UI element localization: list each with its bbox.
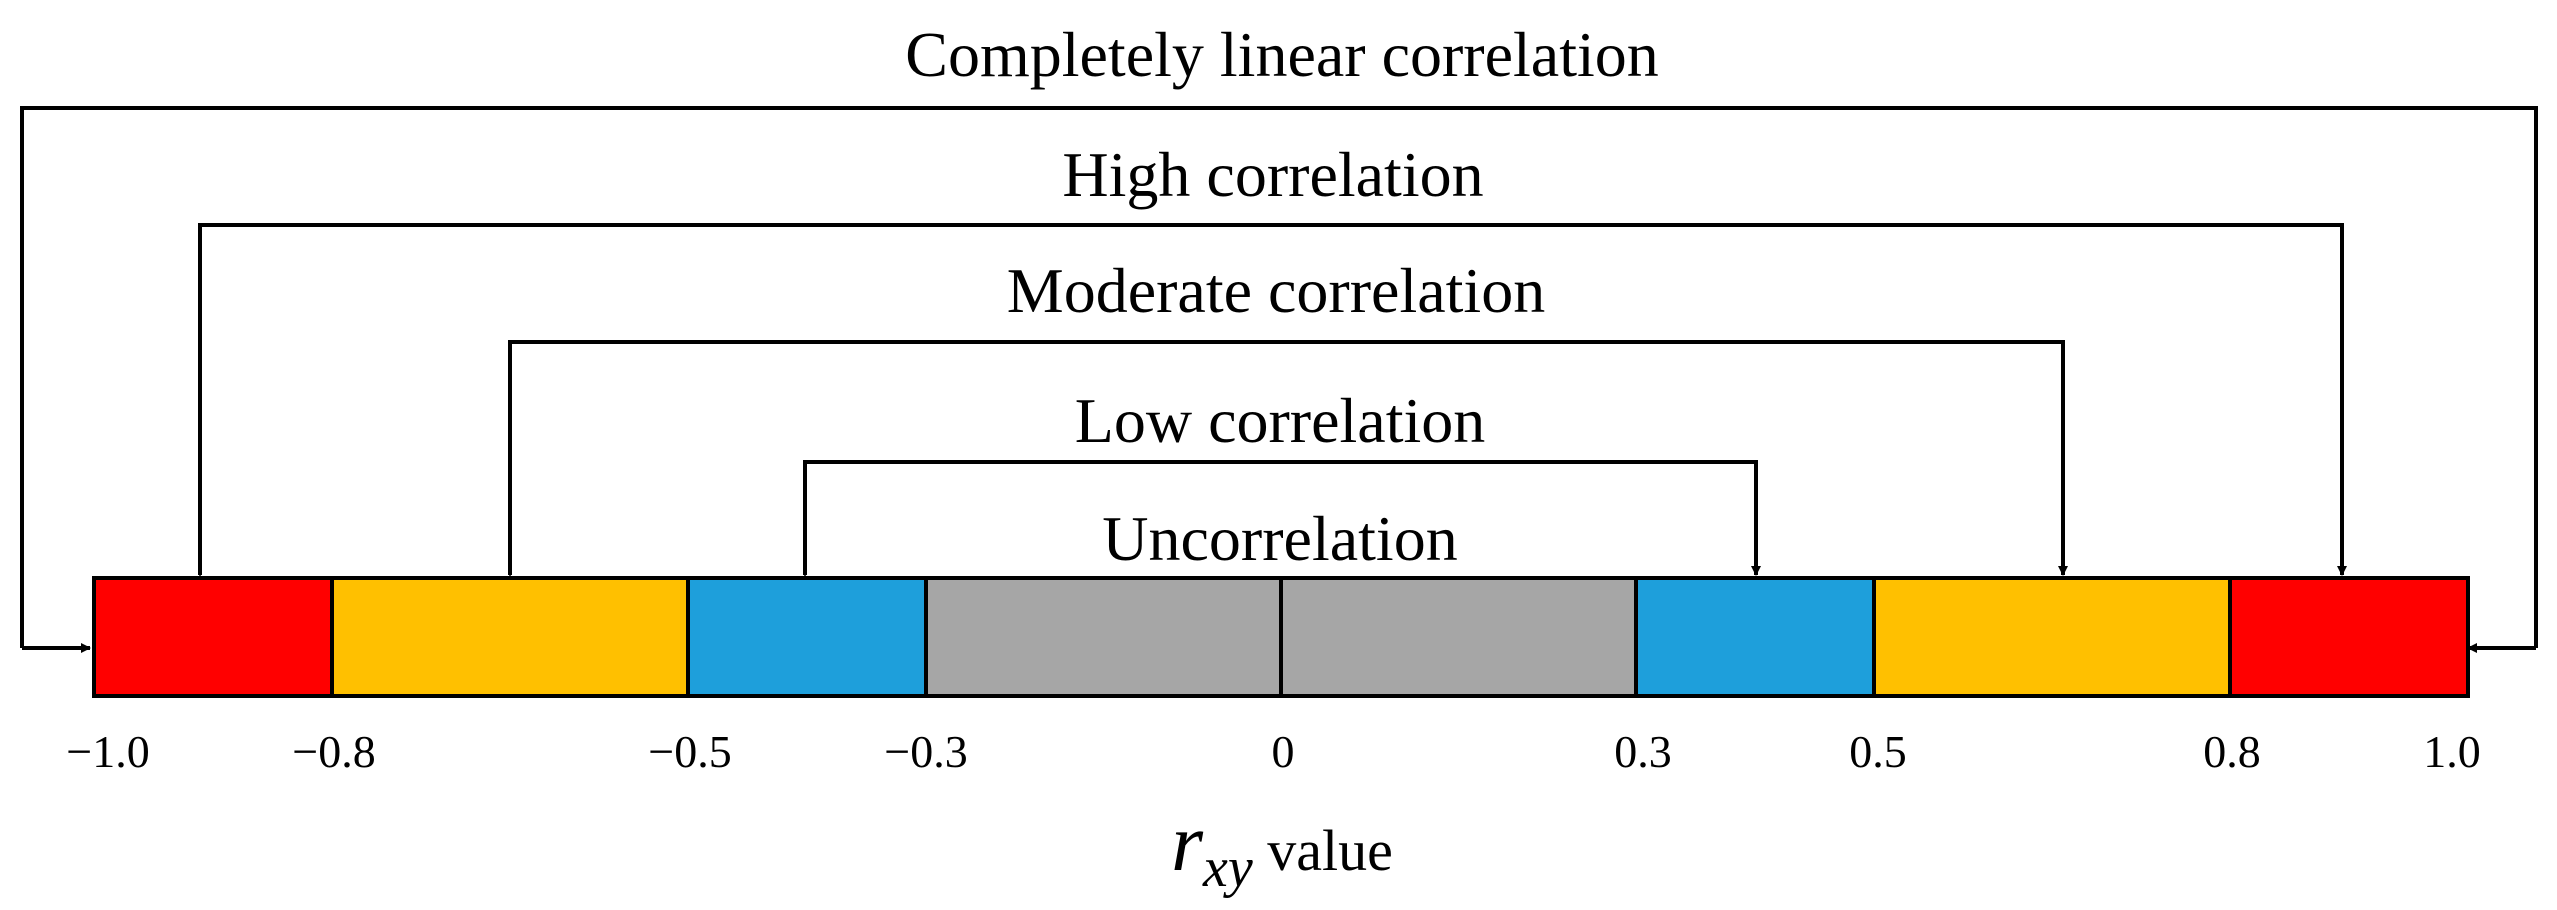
segment-neg-low xyxy=(924,576,1283,698)
label-high-correlation: High correlation xyxy=(1062,139,1483,210)
axis-label: rxy value xyxy=(1171,797,1393,899)
segment-neg-moderate xyxy=(686,576,928,698)
label-uncorrelation: Uncorrelation xyxy=(1102,503,1457,574)
segment-pos-low xyxy=(1279,576,1638,698)
connector-moderate xyxy=(505,340,2068,584)
tick-label: 0.5 xyxy=(1849,726,1907,777)
segment-neg-completely xyxy=(92,576,334,698)
label-moderate-correlation: Moderate correlation xyxy=(1007,255,1545,326)
connector-completely-linear xyxy=(20,106,2538,648)
connector-high xyxy=(195,223,2347,584)
segment-pos-high xyxy=(1872,576,2232,698)
tick-label: 0 xyxy=(1272,726,1295,777)
tick-label: 0.8 xyxy=(2203,726,2261,777)
tick-label: −0.8 xyxy=(292,726,375,777)
segment-pos-completely xyxy=(2228,576,2470,698)
axis-symbol: r xyxy=(1171,797,1204,888)
tick-label: 0.3 xyxy=(1614,726,1672,777)
tick-label: −0.3 xyxy=(884,726,967,777)
segment-pos-moderate xyxy=(1634,576,1876,698)
tick-label: −1.0 xyxy=(66,726,149,777)
segment-neg-high xyxy=(330,576,690,698)
label-low-correlation: Low correlation xyxy=(1075,385,1486,456)
connector-low xyxy=(800,460,1761,584)
tick-label: −0.5 xyxy=(648,726,731,777)
tick-label: 1.0 xyxy=(2423,726,2481,777)
correlation-scale-bar xyxy=(92,576,2470,698)
axis-suffix: value xyxy=(1253,818,1393,883)
label-completely-linear-correlation: Completely linear correlation xyxy=(905,19,1659,90)
axis-subscript: xy xyxy=(1202,837,1253,899)
